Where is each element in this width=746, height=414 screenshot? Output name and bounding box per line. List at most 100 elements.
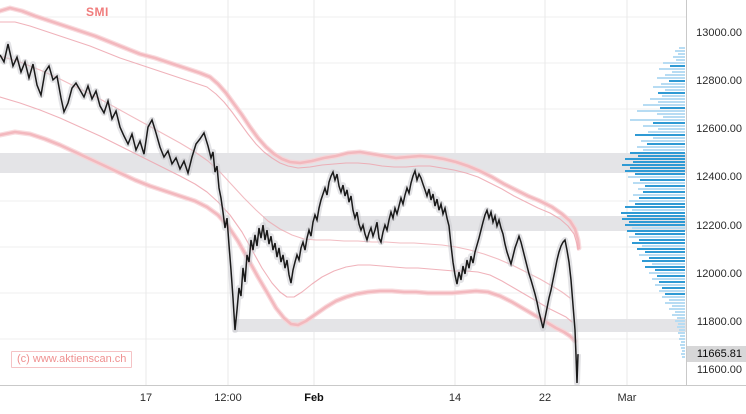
volume-profile-bar xyxy=(659,281,685,283)
volume-profile-bar xyxy=(678,332,685,334)
volume-profile-bar xyxy=(657,77,685,79)
volume-profile-bar xyxy=(643,104,685,106)
x-axis-label: 14 xyxy=(448,392,462,404)
volume-profile-bar xyxy=(658,101,685,103)
volume-profile-bar xyxy=(635,173,685,175)
volume-profile-bar xyxy=(649,257,685,259)
price-series xyxy=(0,43,579,384)
volume-profile-bar xyxy=(649,272,685,274)
volume-profile-bar xyxy=(638,188,685,190)
volume-profile-bar xyxy=(639,239,685,241)
volume-profile-bar xyxy=(678,323,685,325)
x-axis-label: 17 xyxy=(139,392,153,404)
volume-profile-bar xyxy=(677,326,685,328)
volume-profile-bar xyxy=(647,143,685,145)
volume-profile-bar xyxy=(669,80,685,82)
middle-band xyxy=(0,55,571,299)
volume-profile-bar xyxy=(632,209,685,211)
y-axis-label: 12400.00 xyxy=(696,171,742,183)
volume-profile-bar xyxy=(655,284,685,286)
symbol-label: SMI xyxy=(86,5,109,19)
last-price-badge: 11665.81 xyxy=(687,346,746,362)
volume-profile-bar xyxy=(663,116,685,118)
volume-profile-bar xyxy=(678,53,685,55)
volume-profile-bar xyxy=(645,266,685,268)
volume-profile-bar xyxy=(673,56,685,58)
volume-profile-bar xyxy=(665,293,685,295)
volume-profile-bar xyxy=(635,134,685,136)
volume-profile-bar xyxy=(645,185,685,187)
volume-profile-bar xyxy=(633,182,685,184)
volume-profile-bar xyxy=(658,92,685,94)
upper-inner-band xyxy=(0,21,579,251)
volume-profile-bar xyxy=(645,251,685,253)
volume-profile-bar xyxy=(660,107,685,109)
volume-profile-bar xyxy=(635,203,685,205)
volume-profile-bar xyxy=(639,197,685,199)
volume-profile-bar xyxy=(637,248,685,250)
y-axis-label: 12200.00 xyxy=(696,220,742,232)
volume-profile-bar xyxy=(665,302,685,304)
volume-profile-bar xyxy=(681,353,685,355)
volume-profile-bar xyxy=(663,62,685,64)
volume-profile-bar xyxy=(657,275,685,277)
volume-profile-bar xyxy=(658,128,685,130)
volume-profile-bar xyxy=(637,110,685,112)
volume-profile-bar xyxy=(625,158,685,160)
volume-profile-bar xyxy=(675,311,685,313)
volume-profile-bar xyxy=(672,305,685,307)
volume-profile-bar xyxy=(679,47,685,49)
volume-profile-bar xyxy=(637,146,685,148)
volume-profile-bar xyxy=(662,95,685,97)
volume-profile-bar xyxy=(650,98,685,100)
y-axis-label: 12600.00 xyxy=(696,123,742,135)
volume-profile-bar xyxy=(672,71,685,73)
volume-profile-bar xyxy=(627,215,685,217)
volume-profile-bar xyxy=(672,314,685,316)
volume-profile-bar xyxy=(652,278,685,280)
volume-profile-bar xyxy=(629,236,685,238)
volume-profile-bar xyxy=(657,113,685,115)
volume-profile-bar xyxy=(643,191,685,193)
y-axis-label: 12000.00 xyxy=(696,268,742,280)
y-axis-label: 12800.00 xyxy=(696,75,742,87)
volume-profile-bar xyxy=(653,137,685,139)
volume-profile-bar xyxy=(622,164,685,166)
volume-profile-bar xyxy=(633,161,685,163)
volume-profile-bar xyxy=(681,347,685,349)
volume-profile-bar xyxy=(633,194,685,196)
volume-profile-bar xyxy=(680,335,685,337)
x-axis-label: 22 xyxy=(538,392,552,404)
volume-profile-bar xyxy=(653,122,685,124)
volume-profile-bar xyxy=(622,218,685,220)
volume-profile-bar xyxy=(665,89,685,91)
volume-profile-bar xyxy=(680,344,685,346)
volume-profile-bar xyxy=(640,179,685,181)
volume-profile-bar xyxy=(630,167,685,169)
upper-band xyxy=(0,6,581,250)
volume-profile-bar xyxy=(676,59,685,61)
volume-profile-bar xyxy=(653,86,685,88)
volume-profile-bar xyxy=(675,50,685,52)
volume-profile-bar xyxy=(638,155,685,157)
volume-profile-bar xyxy=(629,221,685,223)
lower-inner-band xyxy=(0,96,573,323)
volume-profile-bar xyxy=(675,320,685,322)
y-axis-label: 11600.00 xyxy=(696,364,742,376)
x-axis-label: Feb xyxy=(304,392,324,404)
volume-profile-bar xyxy=(642,245,685,247)
volume-profile-bar xyxy=(643,149,685,151)
watermark: (c) www.aktienscan.ch xyxy=(11,351,133,368)
volume-profile-bar xyxy=(679,338,685,340)
volume-profile-bar xyxy=(682,350,685,352)
lower-band xyxy=(0,130,577,343)
volume-profile-bar xyxy=(641,140,685,142)
volume-profile-bar xyxy=(669,308,685,310)
volume-profile-bar xyxy=(681,341,685,343)
volume-profile-bar xyxy=(628,176,685,178)
x-axis-label: Mar xyxy=(617,392,637,404)
volume-profile-bar xyxy=(679,329,685,331)
volume-profile-bar xyxy=(659,68,685,70)
volume-profile-bar xyxy=(625,206,685,208)
